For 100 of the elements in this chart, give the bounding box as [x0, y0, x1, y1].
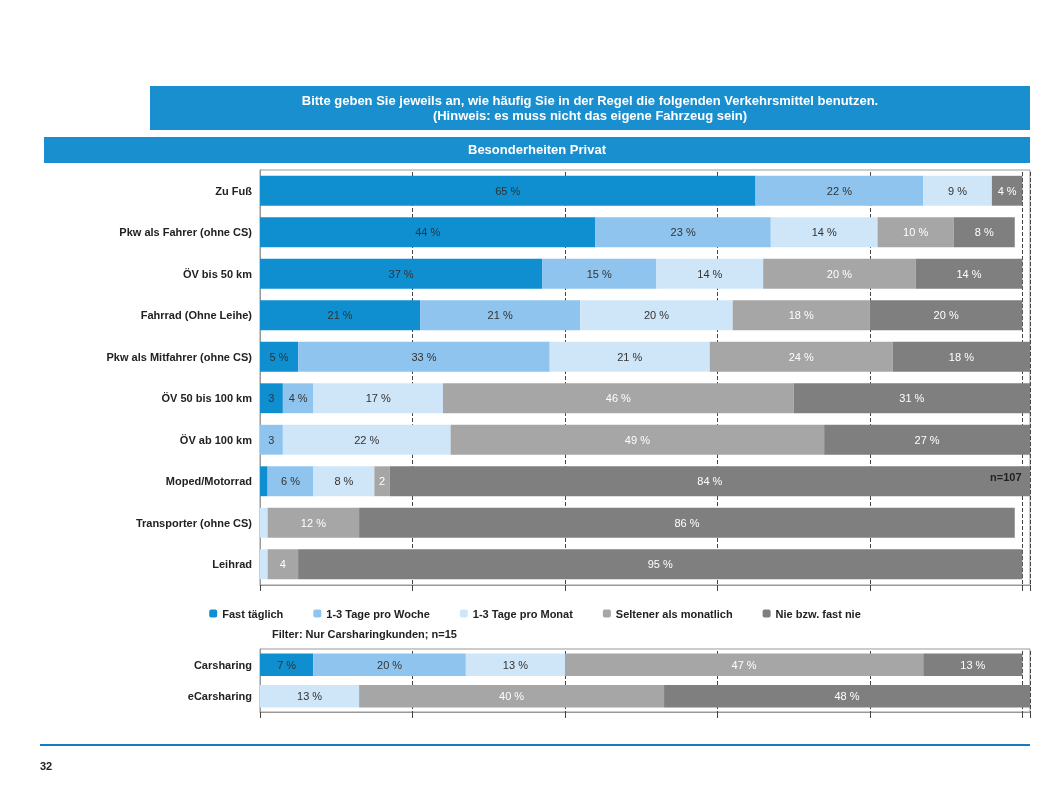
- bar: [298, 341, 550, 372]
- data-label: 40 %: [499, 690, 525, 703]
- bar: [564, 653, 924, 677]
- data-label: 15 %: [586, 267, 613, 280]
- bar: [260, 466, 268, 497]
- data-label: 9 %: [948, 184, 968, 197]
- legend-label: 1-3 Tage pro Woche: [326, 607, 430, 620]
- bar: [389, 466, 1030, 497]
- bar: [260, 684, 360, 708]
- bar: [824, 424, 1030, 455]
- data-label: 3: [268, 392, 275, 405]
- bar: [580, 300, 733, 331]
- y-tick-label: Moped/Motorrad: [165, 475, 252, 488]
- bar: [442, 383, 794, 414]
- bar: [656, 258, 764, 289]
- data-label: 17 %: [365, 392, 391, 405]
- bar: [260, 424, 283, 455]
- data-label: 23 %: [670, 226, 696, 239]
- bar: [374, 466, 390, 497]
- data-label: 20 %: [377, 658, 403, 671]
- legend-label: 1-3 Tage pro Monat: [472, 607, 574, 620]
- bar: [260, 217, 596, 248]
- data-label: 37 %: [388, 267, 414, 280]
- bar: [267, 507, 360, 538]
- data-label: 95 %: [647, 558, 673, 571]
- data-label: 22 %: [354, 433, 380, 446]
- data-label: 21 %: [327, 309, 353, 322]
- y-tick-label: Leihrad: [212, 558, 252, 571]
- bar: [877, 217, 954, 248]
- bar: [953, 217, 1015, 248]
- data-label: 2: [378, 475, 386, 488]
- data-label: 84 %: [697, 475, 723, 488]
- y-tick-label: Pkw als Mitfahrer (ohne CS): [106, 350, 253, 363]
- y-tick-label: Zu Fuß: [215, 184, 253, 197]
- data-label: 14 %: [811, 226, 837, 239]
- bar: [755, 175, 924, 206]
- bar: [595, 217, 771, 248]
- bar: [260, 175, 756, 206]
- y-tick-label: ÖV bis 50 km: [182, 267, 253, 280]
- data-label: 8 %: [974, 226, 994, 239]
- bar: [260, 258, 543, 289]
- bar: [313, 653, 466, 677]
- chart-title: Bitte geben Sie jeweils an, wie häufig Sie in der Regel die folgenden Verkehrsmittel benutzen. (Hinweis: es muss nicht das eigene Fahrzeug sein): [150, 86, 1030, 130]
- y-tick-label: ÖV ab 100 km: [179, 433, 253, 446]
- data-label: 4 %: [997, 184, 1017, 197]
- bar: [282, 424, 451, 455]
- bar: [260, 300, 421, 331]
- data-label: 33 %: [411, 350, 437, 363]
- bar: [923, 175, 992, 206]
- bar: [793, 383, 1030, 414]
- bar: [542, 258, 657, 289]
- bar: [664, 684, 1030, 708]
- bar: [450, 424, 825, 455]
- legend-label: Seltener als monatlich: [615, 607, 733, 620]
- data-label: 86 %: [674, 516, 700, 529]
- y-tick-label: Carsharing: [193, 658, 252, 671]
- data-label: 14 %: [697, 267, 723, 280]
- bar: [267, 549, 299, 580]
- data-label: 46 %: [605, 392, 632, 405]
- bar: [465, 653, 565, 677]
- bar: [709, 341, 893, 372]
- data-label: 5 %: [269, 350, 289, 363]
- data-label: 49 %: [624, 433, 651, 446]
- bar: [260, 383, 283, 414]
- annotation: n=107: [990, 471, 1022, 483]
- data-label: 12 %: [300, 516, 327, 529]
- bar: [313, 383, 443, 414]
- bar: [282, 383, 314, 414]
- data-label: 21 %: [617, 350, 643, 363]
- data-label: 13 %: [502, 658, 529, 671]
- y-tick-label: Fahrrad (Ohne Leihe): [140, 309, 253, 322]
- chart-subtitle: Besonderheiten Privat: [44, 137, 1030, 163]
- bar: [260, 549, 268, 580]
- bar: [869, 300, 1023, 331]
- data-label: 13 %: [297, 690, 323, 703]
- data-label: 6 %: [281, 475, 301, 488]
- text: Filter: Nur Carsharingkunden; n=15: [272, 628, 457, 640]
- bar: [732, 300, 870, 331]
- y-tick-label: Pkw als Fahrer (ohne CS): [119, 226, 253, 239]
- data-label: 27 %: [914, 433, 940, 446]
- y-tick-label: eCarsharing: [187, 690, 252, 703]
- data-label: 48 %: [834, 690, 860, 703]
- bar: [359, 684, 665, 708]
- data-label: 65 %: [495, 184, 521, 197]
- legend-label: Nie bzw. fast nie: [775, 607, 861, 620]
- data-label: 20 %: [643, 309, 670, 322]
- bar: [991, 175, 1023, 206]
- data-label: 14 %: [956, 267, 982, 280]
- data-label: 7 %: [277, 658, 297, 671]
- bar: [260, 653, 314, 677]
- bar: [298, 549, 1023, 580]
- y-tick-label: ÖV 50 bis 100 km: [161, 392, 253, 405]
- data-label: 10 %: [903, 226, 929, 239]
- data-label: 20 %: [933, 309, 959, 322]
- data-label: 21 %: [487, 309, 513, 322]
- data-label: 13 %: [960, 658, 986, 671]
- y-tick-label: Transporter (ohne CS): [135, 516, 253, 529]
- bar: [923, 653, 1023, 677]
- text: 32: [40, 760, 53, 772]
- data-label: 44 %: [415, 226, 441, 239]
